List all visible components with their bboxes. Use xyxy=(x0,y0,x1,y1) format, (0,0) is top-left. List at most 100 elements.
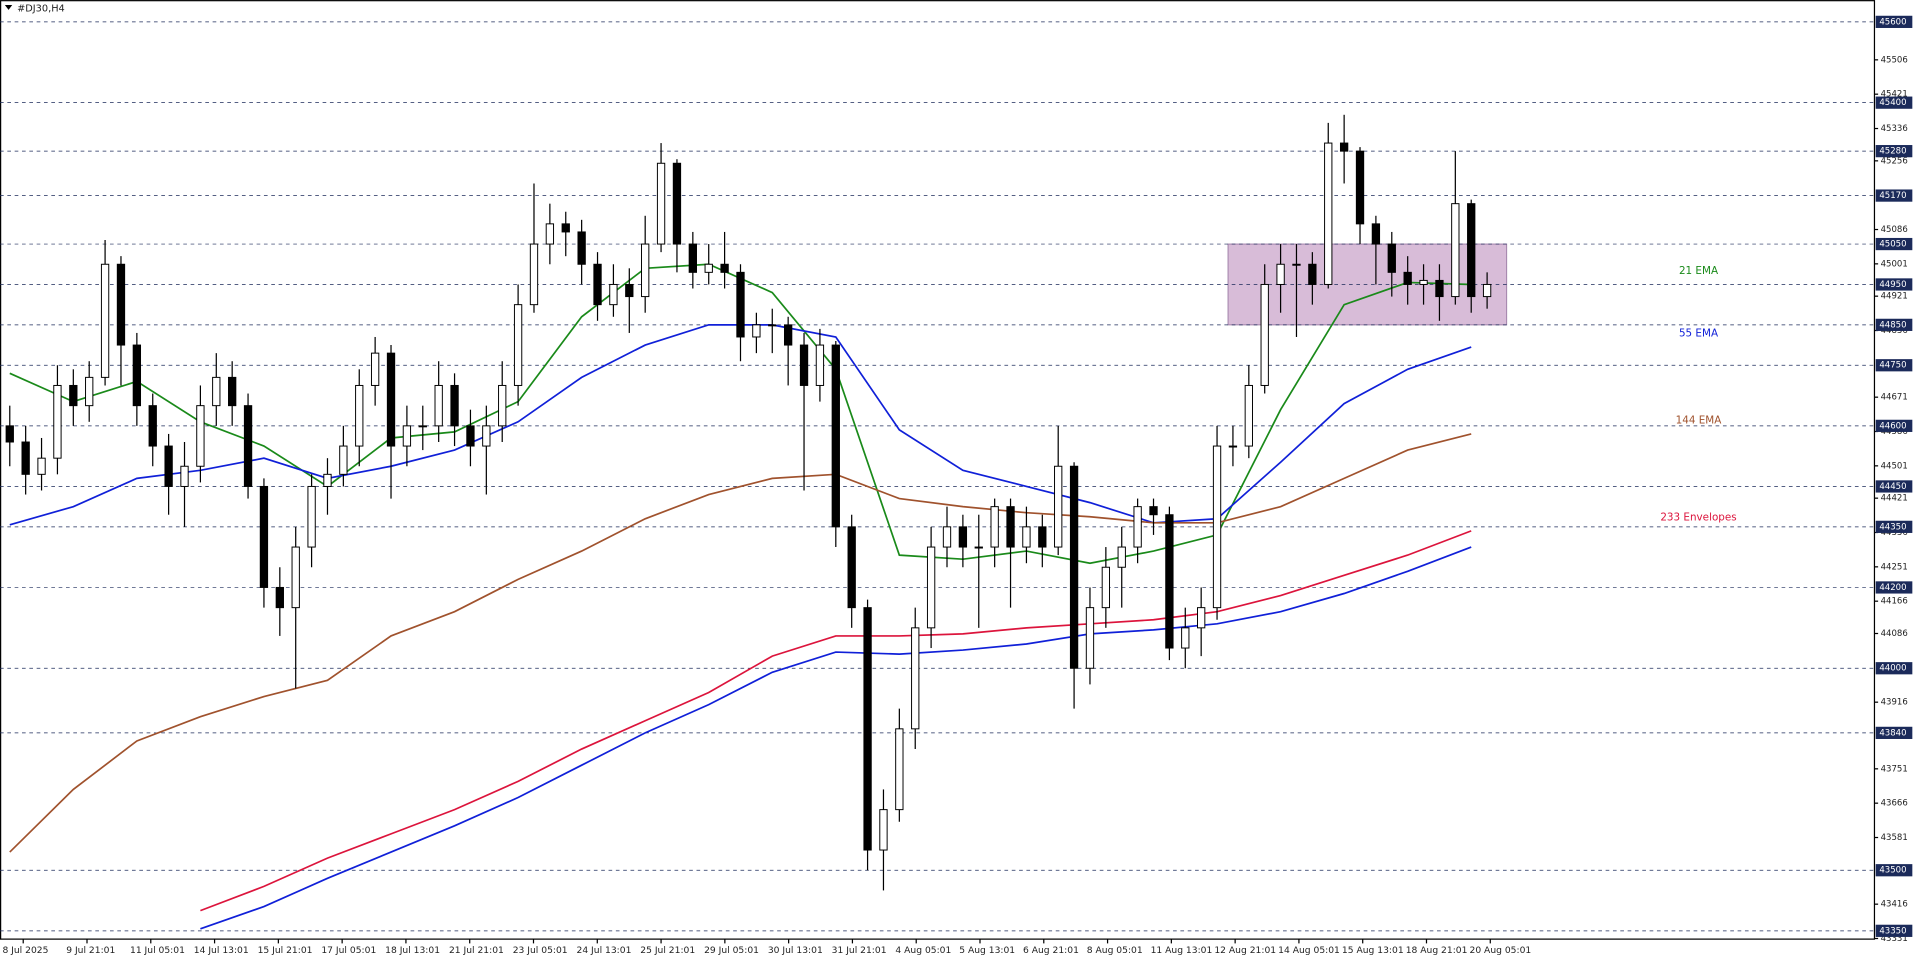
candle-body xyxy=(69,384,78,407)
y-tick-label: 45336 xyxy=(1881,124,1908,134)
level-label-bg xyxy=(1875,15,1913,28)
level-label: 43500 xyxy=(1879,866,1906,876)
level-label: 44200 xyxy=(1879,583,1906,593)
candle-body xyxy=(339,445,348,475)
candle-body xyxy=(1038,526,1047,548)
candle-body xyxy=(958,526,968,548)
candle-body xyxy=(879,809,888,851)
level-label-bg xyxy=(1875,189,1913,202)
candle-body xyxy=(1085,607,1095,669)
x-tick-label: 8 Aug 05:01 xyxy=(1087,945,1143,956)
candle-body xyxy=(1101,566,1111,609)
level-label-bg xyxy=(1875,662,1913,675)
candle-body xyxy=(752,324,761,338)
candle-body xyxy=(1006,506,1015,548)
indicator-line xyxy=(9,433,1472,853)
menu-arrow[interactable] xyxy=(4,4,13,10)
level-label-bg xyxy=(1875,359,1913,372)
candle-body xyxy=(911,627,920,730)
candle-body xyxy=(815,344,825,386)
candle-body xyxy=(37,457,46,475)
candle-body xyxy=(498,384,507,427)
candle-body xyxy=(736,271,745,338)
x-tick-label: 29 Jul 05:01 xyxy=(704,945,759,956)
x-tick-label: 14 Aug 05:01 xyxy=(1278,945,1340,956)
y-tick-label: 44421 xyxy=(1881,494,1908,504)
level-label: 44850 xyxy=(1879,320,1906,330)
candle-body xyxy=(926,546,936,629)
candle-body xyxy=(799,344,809,386)
y-tick-label: 44166 xyxy=(1881,597,1908,607)
x-tick-label: 21 Jul 21:01 xyxy=(449,945,504,956)
candle-body xyxy=(275,586,284,609)
level-label-bg xyxy=(1875,924,1913,937)
candle-body xyxy=(1069,465,1079,669)
y-tick-label: 43916 xyxy=(1881,698,1908,708)
x-tick-label: 5 Aug 13:01 xyxy=(959,945,1015,956)
candle-body xyxy=(561,223,570,233)
candle-body xyxy=(212,376,221,407)
y-tick-label: 45001 xyxy=(1881,259,1908,269)
candle-body xyxy=(513,304,523,386)
candle-body xyxy=(847,526,856,609)
y-tick-label: 45086 xyxy=(1881,225,1908,235)
y-tick-label: 44921 xyxy=(1881,292,1908,302)
candle-body xyxy=(1181,627,1190,649)
indicator-label: 21 EMA xyxy=(1679,265,1719,277)
y-tick-label: 43751 xyxy=(1881,764,1908,774)
candle-body xyxy=(1292,263,1301,266)
candle-body xyxy=(1276,263,1285,285)
candle-body xyxy=(1244,384,1253,447)
x-tick-label: 24 Jul 13:01 xyxy=(577,945,632,956)
candle-body xyxy=(228,376,237,407)
candle-body xyxy=(593,263,602,306)
candle-body xyxy=(672,162,682,245)
candle-body xyxy=(21,441,30,475)
y-tick-label: 44671 xyxy=(1881,393,1908,403)
x-tick-label: 12 Aug 21:01 xyxy=(1214,945,1276,956)
candle-body xyxy=(482,425,491,447)
x-tick-label: 18 Aug 21:01 xyxy=(1406,945,1468,956)
candle-body xyxy=(974,546,983,549)
candle-body xyxy=(831,344,840,528)
x-tick-label: 18 Jul 13:01 xyxy=(385,945,440,956)
candle-body xyxy=(1435,279,1444,298)
level-label: 44000 xyxy=(1879,664,1906,674)
candle-body xyxy=(1387,243,1396,273)
y-tick-label: 45256 xyxy=(1881,156,1908,166)
candle-body xyxy=(942,526,952,548)
x-tick-label: 11 Jul 05:01 xyxy=(130,945,185,956)
candle-body xyxy=(783,324,793,346)
level-label: 45600 xyxy=(1879,17,1906,27)
candle-body xyxy=(1467,203,1476,298)
level-label: 44950 xyxy=(1879,280,1906,290)
x-tick-label: 23 Jul 05:01 xyxy=(513,945,568,956)
candle-body xyxy=(545,223,555,245)
candle-body xyxy=(132,344,142,407)
candle-body xyxy=(100,263,110,378)
x-tick-label: 8 Jul 2025 xyxy=(2,945,48,956)
level-label-bg xyxy=(1875,419,1913,432)
chart-title: #DJ30,H4 xyxy=(17,4,65,15)
x-tick-label: 25 Jul 21:01 xyxy=(640,945,695,956)
candle-body xyxy=(577,231,586,265)
candle-body xyxy=(704,263,713,273)
candle-body xyxy=(656,162,666,245)
level-label: 45050 xyxy=(1879,240,1906,250)
y-tick-label: 43581 xyxy=(1881,833,1908,843)
level-label: 44750 xyxy=(1879,361,1906,371)
y-tick-label: 44586 xyxy=(1881,427,1908,437)
level-label: 45400 xyxy=(1879,98,1906,108)
candle-body xyxy=(1197,607,1206,629)
level-label: 43840 xyxy=(1879,728,1906,738)
candle-body xyxy=(148,405,157,447)
candle-body xyxy=(1054,465,1063,548)
candle-body xyxy=(1451,203,1460,298)
y-tick-label: 43416 xyxy=(1881,900,1908,910)
candle-body xyxy=(1482,283,1492,298)
level-label-bg xyxy=(1875,581,1913,594)
level-label: 44450 xyxy=(1879,482,1906,492)
level-label-bg xyxy=(1875,145,1913,158)
